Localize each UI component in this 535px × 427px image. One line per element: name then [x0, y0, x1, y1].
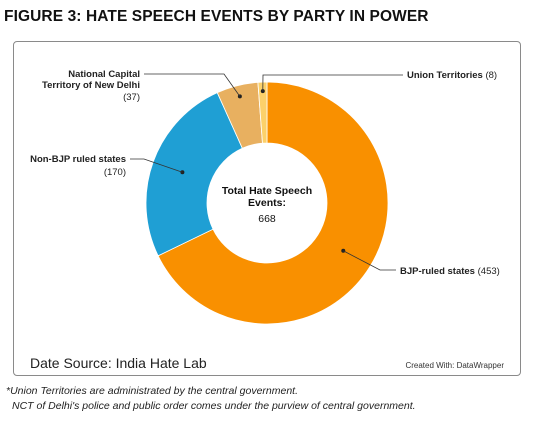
center-label-line-2: Events: — [248, 197, 286, 209]
callout-line-bjp-ruled-states — [343, 250, 396, 271]
label-union-territories: Union Territories (8) — [407, 70, 497, 81]
slice-bjp-ruled-states — [157, 81, 389, 325]
data-source-label: Date Source: India Hate Lab — [30, 355, 207, 371]
center-total-value: 668 — [258, 213, 276, 225]
figure-title: FIGURE 3: HATE SPEECH EVENTS BY PARTY IN… — [4, 8, 429, 25]
value-national-capital-territory-of-new-delhi: (37) — [123, 92, 140, 103]
callout-line-non-bjp-ruled-states — [130, 158, 183, 173]
center-label-line-1: Total Hate Speech — [222, 185, 312, 197]
callout-line-national-capital-territory-of-new-delhi — [144, 73, 241, 97]
footnote-nct-delhi: NCT of Delhi's police and public order c… — [12, 400, 416, 412]
label-non-bjp-ruled-states: Non-BJP ruled states — [30, 154, 126, 165]
label-national-capital-territory-of-new-delhi-line-2: Territory of New Delhi — [42, 80, 140, 91]
label-bjp-ruled-states: BJP-ruled states (453) — [400, 266, 500, 277]
value-non-bjp-ruled-states: (170) — [104, 167, 126, 178]
callout-line-union-territories — [262, 74, 403, 92]
callout-dot-union-territories — [260, 89, 265, 94]
chart-frame: BJP-ruled states (453) Non-BJP ruled stat… — [13, 41, 521, 376]
credit-label: Created With: DataWrapper — [405, 361, 504, 370]
footnote-union-territories: *Union Territories are administrated by … — [6, 385, 299, 397]
donut-chart: BJP-ruled states (453) Non-BJP ruled stat… — [30, 69, 500, 325]
label-national-capital-territory-of-new-delhi-line-1: National Capital — [68, 69, 140, 80]
slice-union-territories — [257, 81, 268, 144]
slice-non-bjp-ruled-states — [145, 92, 243, 257]
